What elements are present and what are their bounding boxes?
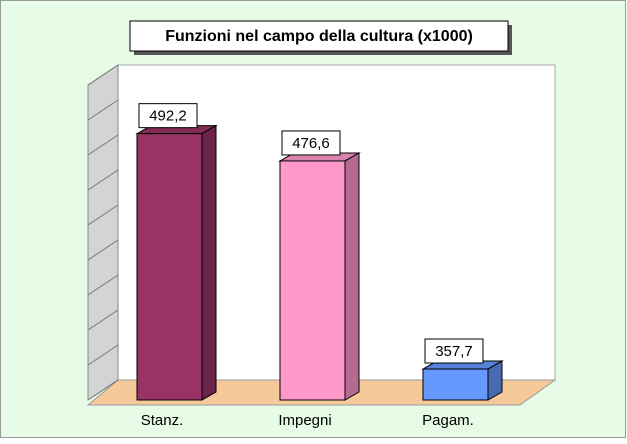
bar-side	[344, 152, 360, 401]
value-label-box	[424, 338, 484, 364]
grid-line	[87, 309, 119, 331]
grid-line	[87, 344, 119, 366]
grid-line	[87, 274, 119, 296]
grid-line	[87, 239, 119, 261]
x-tick-label: Impegni	[278, 412, 331, 429]
bar	[422, 368, 489, 401]
bar-side	[201, 124, 217, 401]
title-box	[129, 20, 509, 52]
grid-line	[87, 134, 119, 156]
bar	[279, 160, 346, 401]
x-tick-label: Stanz.	[141, 412, 184, 429]
value-label: 492,2	[149, 108, 187, 125]
grid-line	[87, 99, 119, 121]
value-label: 476,6	[292, 135, 330, 152]
side-wall	[87, 64, 119, 401]
grid-line	[87, 64, 119, 86]
x-tick-label: Pagam.	[422, 412, 474, 429]
value-label-box	[138, 103, 198, 129]
value-label-box	[281, 130, 341, 156]
bar	[136, 133, 203, 401]
grid-line	[87, 169, 119, 191]
grid-line	[87, 379, 119, 401]
value-label: 357,7	[435, 343, 473, 360]
grid-line	[87, 204, 119, 226]
chart-title: Funzioni nel campo della cultura (x1000)	[165, 28, 473, 45]
